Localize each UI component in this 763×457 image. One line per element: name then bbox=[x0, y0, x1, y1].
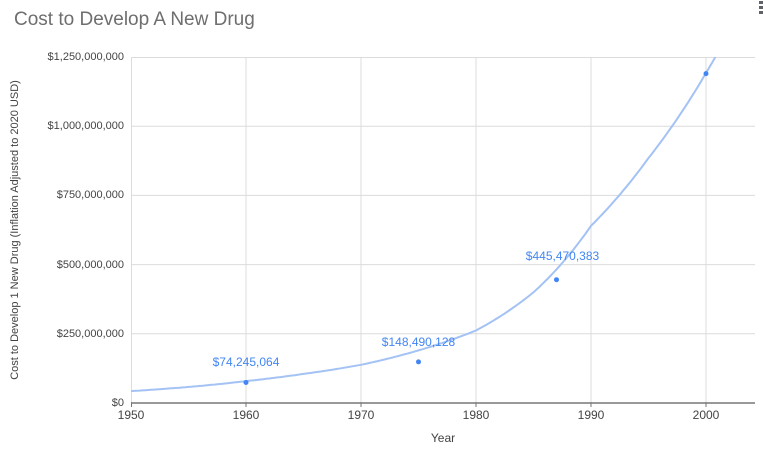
x-tick-label: 1960 bbox=[232, 408, 260, 422]
y-axis-title: Cost to Develop 1 New Drug (Inflation Ad… bbox=[9, 80, 21, 380]
kebab-dot bbox=[759, 5, 763, 9]
kebab-dot bbox=[759, 0, 763, 4]
y-tick-label: $1,000,000,000 bbox=[47, 120, 124, 133]
kebab-menu-icon[interactable] bbox=[759, 0, 763, 16]
y-tick-label: $750,000,000 bbox=[56, 189, 124, 202]
y-tick-label: $250,000,000 bbox=[56, 327, 124, 340]
trendline[interactable] bbox=[131, 57, 729, 393]
data-point-label: $74,245,064 bbox=[212, 355, 280, 370]
kebab-dot bbox=[759, 10, 763, 14]
data-point[interactable] bbox=[703, 71, 709, 77]
x-axis-title: Year bbox=[430, 431, 456, 445]
data-point[interactable] bbox=[416, 359, 421, 365]
x-tick-label: 1990 bbox=[577, 408, 605, 422]
y-tick-label: $500,000,000 bbox=[56, 258, 124, 271]
plot-area[interactable] bbox=[131, 57, 759, 409]
y-tick-label: $1,250,000,000 bbox=[47, 51, 124, 63]
x-tick-label: 2000 bbox=[692, 408, 720, 422]
chart-title: Cost to Develop A New Drug bbox=[14, 9, 255, 30]
data-point[interactable] bbox=[243, 379, 249, 385]
data-point-label: $148,490,128 bbox=[381, 334, 456, 349]
data-point[interactable] bbox=[554, 277, 559, 283]
x-tick-label: 1980 bbox=[462, 408, 490, 422]
x-tick-label: 1970 bbox=[347, 408, 375, 422]
y-tick-label: $0 bbox=[111, 397, 124, 409]
data-point-label: $445,470,383 bbox=[525, 248, 600, 263]
x-tick-label: 1950 bbox=[117, 408, 145, 422]
